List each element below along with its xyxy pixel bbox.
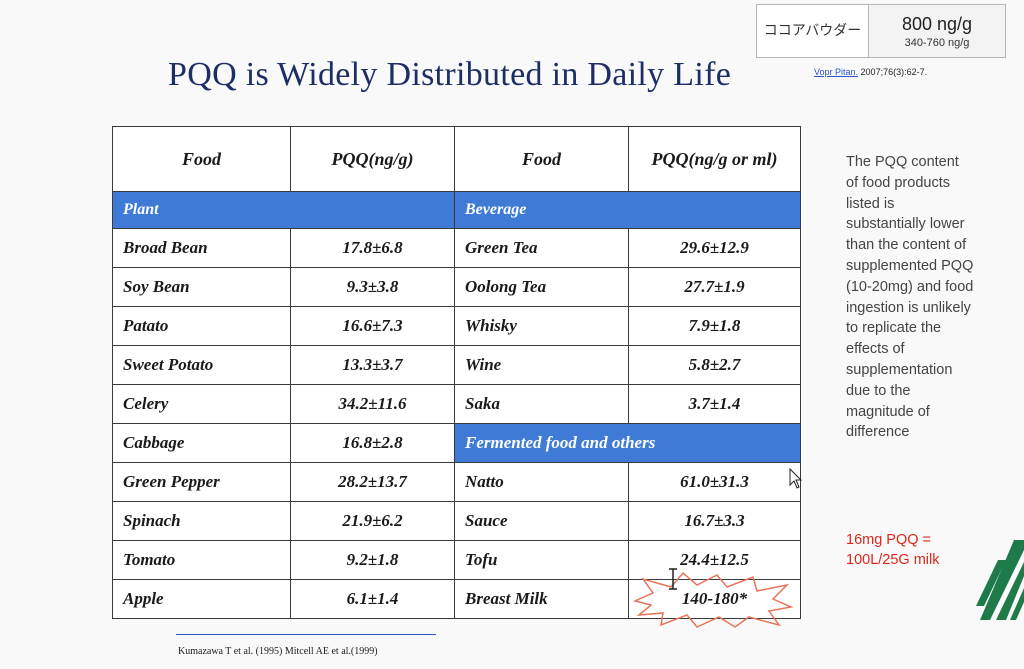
food-cell: Sweet Potato — [112, 345, 291, 385]
category-plant: Plant — [112, 191, 455, 229]
food-cell: Saka — [454, 384, 629, 424]
table-row: Patato 16.6±7.3 Whisky 7.9±1.8 — [112, 306, 801, 346]
food-cell: Tofu — [454, 540, 629, 580]
pqq-cell: 16.6±7.3 — [290, 306, 455, 346]
food-cell: Tomato — [112, 540, 291, 580]
reference-link[interactable]: Vopr Pitan. — [814, 67, 859, 77]
pqq-cell: 17.8±6.8 — [290, 228, 455, 268]
starburst-icon — [632, 571, 794, 628]
reference-citation: Vopr Pitan. 2007;76(3):62-7. — [814, 67, 927, 77]
category-beverage: Beverage — [454, 191, 801, 229]
reference-details: 2007;76(3):62-7. — [860, 67, 928, 77]
pqq-content-table: Food PQQ(ng/g) Food PQQ(ng/g or ml) Plan… — [112, 126, 801, 628]
food-cell: Celery — [112, 384, 291, 424]
food-cell: Oolong Tea — [454, 267, 629, 307]
category-row: Plant Beverage — [112, 191, 801, 229]
pqq-cell: 7.9±1.8 — [628, 306, 801, 346]
header-food: Food — [112, 126, 291, 192]
food-cell: Broad Bean — [112, 228, 291, 268]
side-note-red: 16mg PQQ = 100L/25G milk — [846, 532, 940, 568]
food-cell: Green Pepper — [112, 462, 291, 502]
pqq-cell: 5.8±2.7 — [628, 345, 801, 385]
pqq-cell: 9.2±1.8 — [290, 540, 455, 580]
pqq-cell: 16.7±3.3 — [628, 501, 801, 541]
category-fermented: Fermented food and others — [454, 423, 801, 463]
pqq-cell: 3.7±1.4 — [628, 384, 801, 424]
cocoa-powder-value-cell: 800 ng/g 340-760 ng/g — [869, 5, 1005, 57]
breast-milk-pqq-cell: 140-180* — [628, 571, 801, 628]
food-cell: Natto — [454, 462, 629, 502]
table-row: Green Pepper 28.2±13.7 Natto 61.0±31.3 — [112, 462, 801, 502]
header-food-2: Food — [454, 126, 629, 192]
pqq-cell: 9.3±3.8 — [290, 267, 455, 307]
table-row: Cabbage 16.8±2.8 Fermented food and othe… — [112, 423, 801, 463]
pqq-cell: 24.4±12.5 — [628, 540, 801, 580]
mouse-pointer-icon — [789, 468, 803, 489]
table-row: Sweet Potato 13.3±3.7 Wine 5.8±2.7 — [112, 345, 801, 385]
pqq-cell: 16.8±2.8 — [290, 423, 455, 463]
breast-milk-pqq-value: 140-180* — [681, 589, 748, 608]
table-row: Spinach 21.9±6.2 Sauce 16.7±3.3 — [112, 501, 801, 541]
cocoa-powder-value: 800 ng/g — [901, 13, 973, 34]
pqq-cell: 34.2±11.6 — [290, 384, 455, 424]
pqq-cell: 61.0±31.3 — [628, 462, 801, 502]
pqq-cell: 28.2±13.7 — [290, 462, 455, 502]
header-pqq-2: PQQ(ng/g or ml) — [628, 126, 801, 192]
food-cell: Green Tea — [454, 228, 629, 268]
side-note: The PQQ content of food products listed … — [846, 154, 974, 441]
footnote-divider — [176, 634, 436, 635]
pqq-cell: 13.3±3.7 — [290, 345, 455, 385]
food-cell: Wine — [454, 345, 629, 385]
food-cell: Whisky — [454, 306, 629, 346]
food-cell: Patato — [112, 306, 291, 346]
table-row: Broad Bean 17.8±6.8 Green Tea 29.6±12.9 — [112, 228, 801, 268]
footnote-references: Kumazawa T et al. (1995) Mitcell AE et a… — [178, 646, 378, 657]
logo-stripes-icon — [976, 540, 1024, 620]
table-row: Apple 6.1±1.4 Breast Milk 140-180* — [112, 571, 801, 628]
pqq-cell: 6.1±1.4 — [290, 579, 455, 619]
food-cell: Sauce — [454, 501, 629, 541]
pqq-cell: 29.6±12.9 — [628, 228, 801, 268]
cocoa-powder-label: ココアバウダー — [757, 5, 869, 57]
pqq-cell: 27.7±1.9 — [628, 267, 801, 307]
cocoa-powder-info-box: ココアバウダー 800 ng/g 340-760 ng/g — [756, 4, 1006, 58]
header-pqq: PQQ(ng/g) — [290, 126, 455, 192]
table-row: Soy Bean 9.3±3.8 Oolong Tea 27.7±1.9 — [112, 267, 801, 307]
table-row: Tomato 9.2±1.8 Tofu 24.4±12.5 — [112, 540, 801, 580]
cocoa-powder-range: 340-760 ng/g — [904, 36, 970, 49]
table-row: Celery 34.2±11.6 Saka 3.7±1.4 — [112, 384, 801, 424]
food-cell: Spinach — [112, 501, 291, 541]
food-cell: Breast Milk — [454, 579, 629, 619]
table-header-row: Food PQQ(ng/g) Food PQQ(ng/g or ml) — [112, 126, 801, 192]
slide-title: PQQ is Widely Distributed in Daily Life — [168, 56, 732, 93]
food-cell: Soy Bean — [112, 267, 291, 307]
food-cell: Cabbage — [112, 423, 291, 463]
pqq-table-container: Food PQQ(ng/g) Food PQQ(ng/g or ml) Plan… — [112, 126, 801, 628]
text-cursor-icon — [669, 568, 677, 590]
food-cell: Apple — [112, 579, 291, 619]
pqq-cell: 21.9±6.2 — [290, 501, 455, 541]
